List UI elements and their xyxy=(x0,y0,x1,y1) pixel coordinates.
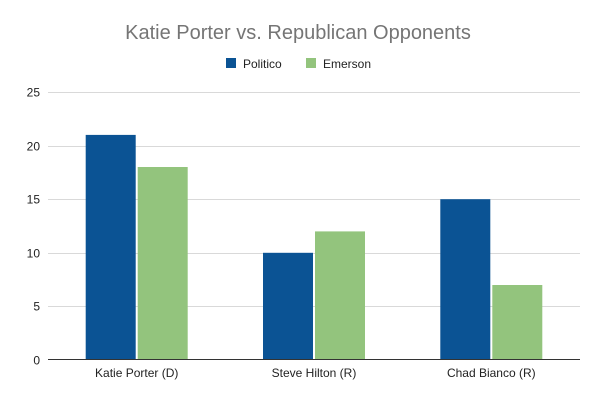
bar-politico-3 xyxy=(440,199,491,360)
legend-swatch-politico xyxy=(226,58,236,68)
y-tick-label: 25 xyxy=(27,86,41,100)
bar-politico-1 xyxy=(85,134,136,360)
y-tick-label: 5 xyxy=(33,300,40,314)
bars xyxy=(85,134,543,360)
x-tick-label: Chad Bianco (R) xyxy=(447,366,536,380)
y-axis: 0 5 10 15 20 25 xyxy=(27,86,41,368)
bar-politico-2 xyxy=(263,252,313,360)
legend-swatch-emerson xyxy=(306,58,316,68)
chart-title: Katie Porter vs. Republican Opponents xyxy=(125,22,471,44)
legend-label-politico: Politico xyxy=(243,57,282,71)
y-tick-label: 15 xyxy=(27,193,41,207)
y-tick-label: 0 xyxy=(33,354,40,368)
x-axis: Katie Porter (D) Steve Hilton (R) Chad Bia… xyxy=(95,366,536,380)
gridlines xyxy=(48,92,580,307)
x-tick-label: Steve Hilton (R) xyxy=(272,366,357,380)
bar-emerson-1 xyxy=(137,167,188,360)
y-tick-label: 10 xyxy=(27,247,41,261)
x-tick-label: Katie Porter (D) xyxy=(95,366,178,380)
bar-emerson-3 xyxy=(492,285,543,360)
bar-emerson-2 xyxy=(315,231,365,360)
chart-legend: Politico Emerson xyxy=(226,57,371,71)
legend-label-emerson: Emerson xyxy=(323,57,371,71)
y-tick-label: 20 xyxy=(27,140,41,154)
